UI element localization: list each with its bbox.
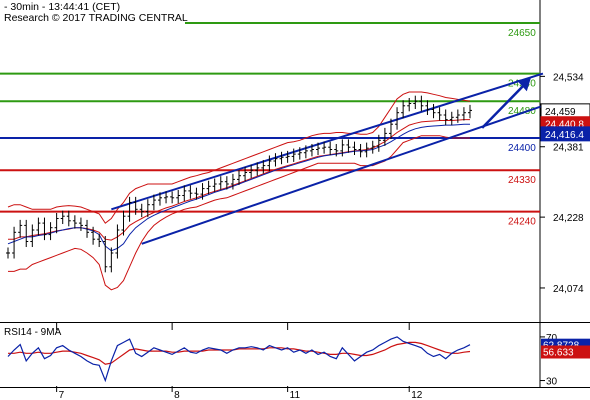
level-label: 24650 (508, 28, 536, 39)
bollinger-bands (7, 91, 471, 291)
price-tag-label: 24,459 (545, 107, 576, 118)
price-tick-label: 24,381 (553, 143, 584, 154)
level-label: 24330 (508, 175, 536, 186)
time-tick-label: 12 (411, 390, 423, 400)
main-price-panel: 246502454024480244002433024240 24,53424,… (0, 0, 590, 388)
price-tick-label: 24,228 (553, 213, 584, 224)
rsi-tick-label: 30 (546, 377, 558, 388)
rsi-value-tags: 62.872856.633 (541, 338, 590, 359)
rsi-ma-line (8, 341, 471, 365)
level-label: 24400 (508, 143, 536, 154)
price-tick-label: 24,534 (553, 72, 584, 83)
rsi-tag-label: 56.633 (543, 347, 574, 358)
projection-arrow-shaft (481, 83, 526, 129)
trend-channel (111, 72, 544, 245)
rsi-line (7, 336, 471, 383)
chart-header-copyright: Research © 2017 TRADING CENTRAL (4, 12, 188, 24)
price-tags: 24,459 24,440.824,416.4 (540, 103, 590, 142)
channel-lower-line (141, 104, 544, 245)
projection-arrow-head (516, 78, 531, 92)
upper-band-line (7, 91, 471, 224)
time-tick-label: 7 (59, 390, 65, 400)
lower-band-line (8, 135, 470, 291)
rsi-axis-ticks: 70 30 (540, 333, 558, 388)
level-label: 24240 (508, 217, 536, 228)
price-bars (6, 95, 472, 273)
time-axis-ticks: 7 8 11 12 (56, 322, 423, 400)
rsi-tag-box (541, 345, 590, 359)
rsi-panel: RSI14 - 9MA 70 30 62.872856.633 (4, 327, 590, 388)
price-tag-label: 24,416.4 (545, 130, 584, 141)
rsi-tick-label: 70 (546, 333, 558, 344)
price-tag-box (540, 126, 590, 142)
price-axis-ticks: 24,534 24,381 24,228 24,074 (540, 72, 584, 295)
rsi-lines (7, 336, 471, 383)
time-tick-label: 8 (174, 390, 180, 400)
rsi-label: RSI14 - 9MA (4, 327, 62, 338)
chart-header-timeframe: - 30min - 13:44:41 (CET) (4, 1, 121, 13)
channel-upper-line (111, 72, 544, 211)
projection-arrow (481, 78, 531, 129)
level-label: 24480 (508, 106, 536, 117)
price-tag-label: 24,440.8 (545, 120, 584, 131)
time-tick-label: 11 (290, 390, 301, 400)
price-tick-label: 24,074 (553, 284, 584, 295)
